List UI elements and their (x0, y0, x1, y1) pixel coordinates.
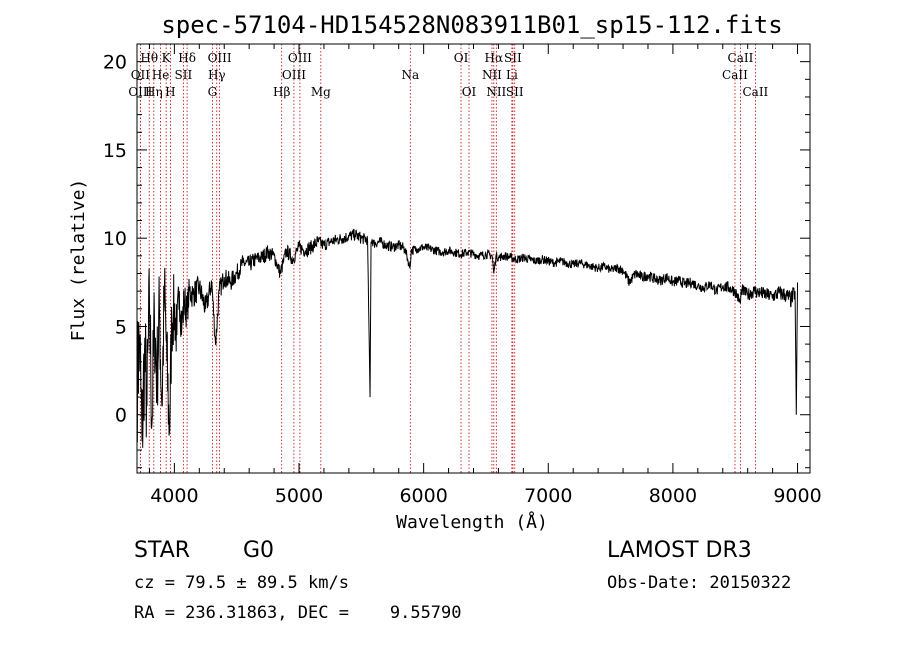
spectral-line-label: Mg (311, 85, 331, 99)
spectral-line-label: Hα (485, 51, 504, 65)
chart-title: spec-57104-HD154528N083911B01_sp15-112.f… (161, 11, 782, 39)
plot-frame (136, 43, 811, 474)
spectral-line-label: K (162, 51, 172, 65)
spectral-line-label: SII (504, 51, 522, 65)
spectral-line-label: OIII (288, 51, 312, 65)
x-tick-label: 9000 (773, 485, 821, 507)
spectral-line-label: CaII (722, 68, 748, 82)
spectral-line-label: CaII (742, 85, 768, 99)
spectral-line-label: CaII (728, 51, 754, 65)
object-class: STAR (134, 538, 191, 563)
x-tick-label: 5000 (275, 485, 323, 507)
spectral-line-label: G (208, 85, 218, 99)
spectral-line-label: Hη (145, 85, 163, 99)
object-subclass: G0 (243, 538, 275, 563)
spectral-line-label: NII (482, 68, 502, 82)
spectral-line-label: Na (401, 68, 419, 82)
spectral-line-label: SII (175, 68, 193, 82)
spectral-line-label: Hθ (140, 51, 158, 65)
spectral-line-label: Hβ (273, 85, 290, 99)
spectral-line-label: OI (454, 51, 469, 65)
spectrum-line (136, 228, 799, 448)
x-tick-label: 6000 (399, 485, 447, 507)
spectral-line-label: H (165, 85, 175, 99)
spectral-line-label: OIII (128, 85, 152, 99)
axis-ticks: 4000 5000 6000 7000 8000 9000 0 5 10 15 20 (103, 43, 822, 507)
spectral-line-label: He (152, 68, 170, 82)
y-tick-label: 20 (103, 52, 127, 74)
y-tick-label: 15 (103, 140, 127, 162)
spectral-line-label: SII (506, 85, 524, 99)
spectral-line-label: Hγ (208, 68, 226, 82)
spectral-line-label: NII (486, 85, 506, 99)
x-tick-label: 4000 (150, 485, 198, 507)
spectrum-layer (136, 228, 799, 448)
spectral-line-label: OIII (282, 68, 306, 82)
y-axis-label: Flux (relative) (68, 179, 89, 342)
redshift-cz: cz = 79.5 ± 89.5 km/s (134, 573, 349, 593)
x-axis-label: Wavelength (Å) (396, 511, 548, 533)
spectral-line-label: OII (131, 68, 151, 82)
spectral-line-label: Li (506, 68, 518, 82)
y-tick-label: 10 (103, 228, 127, 250)
spectral-line-label: Hδ (178, 51, 196, 65)
coordinates: RA = 236.31863, DEC = 9.55790 (134, 603, 462, 623)
spectral-line-label: OI (462, 85, 477, 99)
x-tick-label: 8000 (649, 485, 697, 507)
y-tick-label: 0 (115, 405, 127, 427)
observation-date: Obs-Date: 20150322 (607, 573, 792, 593)
survey-name: LAMOST DR3 (607, 538, 752, 563)
spectral-line-label: OIII (208, 51, 232, 65)
x-tick-label: 7000 (524, 485, 572, 507)
y-tick-label: 5 (115, 316, 127, 338)
